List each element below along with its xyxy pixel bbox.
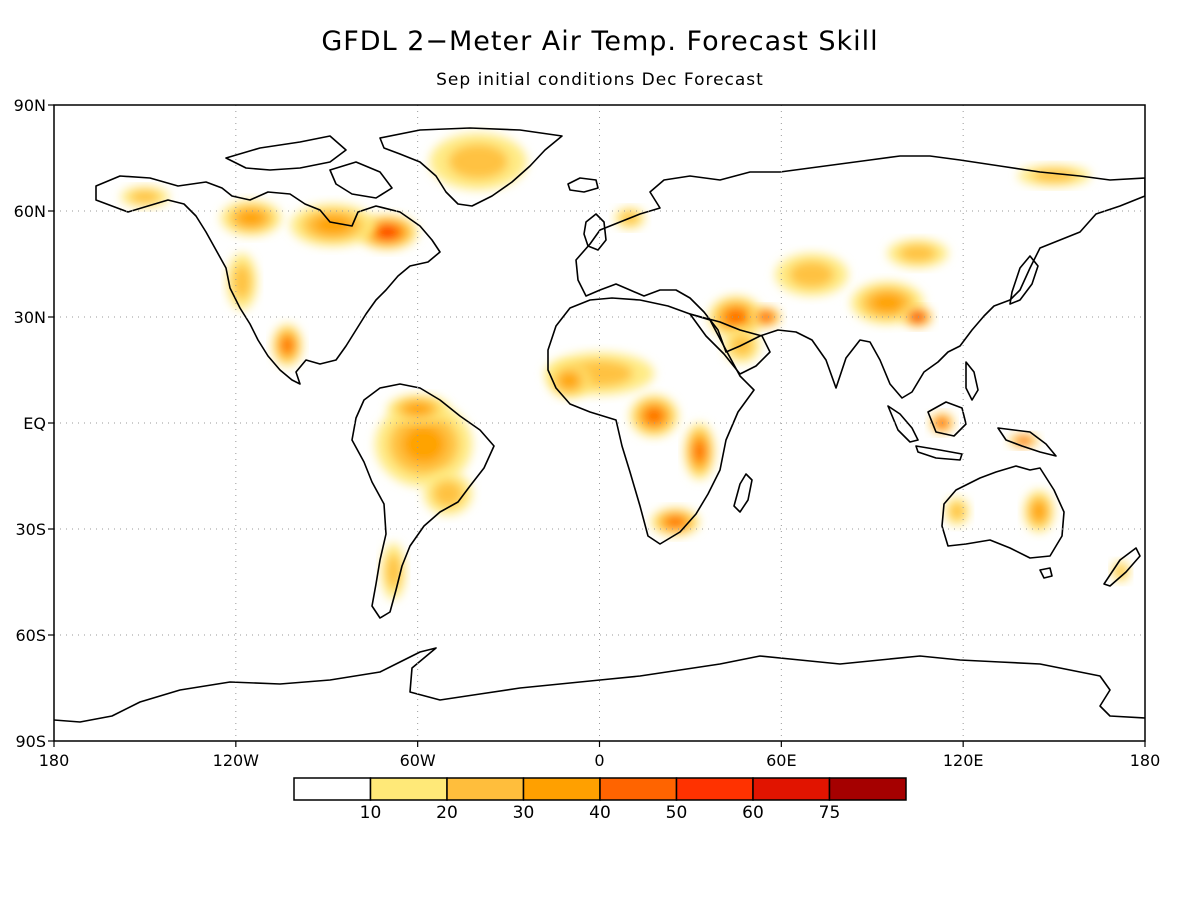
skill-region-amazon (375, 401, 473, 487)
colorbar-label: 60 (742, 803, 764, 823)
coastline-africa (547, 297, 755, 545)
skill-region-iran (751, 306, 782, 328)
coastline-sumatra (887, 405, 919, 443)
colorbar-swatch (522, 777, 601, 801)
coastline-borneo (927, 401, 967, 437)
coastline-new-guinea (997, 427, 1057, 457)
colorbar-swatch (446, 777, 525, 801)
coastline-philippines (965, 361, 979, 401)
coastlines (54, 127, 1145, 723)
skill-region-mexico (272, 324, 303, 367)
lon-tick-label: 180 (39, 751, 70, 770)
skill-region-western-canada (220, 200, 282, 236)
coastline-java (915, 445, 963, 461)
lat-tick-label: 30S (15, 520, 46, 539)
coastline-great-britain (583, 213, 607, 251)
skill-region-tibet-west-china (851, 281, 924, 325)
coastline-new-zealand (1103, 547, 1141, 587)
colorbar-label: 50 (666, 803, 688, 823)
lat-tick-label: 60S (15, 626, 46, 645)
skill-region-greenland (429, 133, 527, 190)
colorbar-swatch (599, 777, 678, 801)
coastline-baffin-island (329, 161, 393, 199)
colorbar-swatch (828, 777, 907, 801)
skill-region-west-africa (547, 362, 591, 399)
coastline-eurasia (575, 155, 1145, 399)
lon-tick-label: 60E (766, 751, 796, 770)
graticule (54, 105, 1145, 741)
coastline-south-america (351, 383, 495, 619)
coastline-arabian-peninsula (689, 313, 771, 375)
colorbar-label: 75 (819, 803, 841, 823)
colorbar-label: 10 (360, 803, 382, 823)
skill-region-borneo (929, 412, 955, 434)
skill-region-northern-south-america (387, 394, 448, 423)
skill-region-mongolia (887, 239, 949, 268)
skill-region-east-africa (684, 423, 715, 480)
lat-tick-label: 60N (14, 202, 46, 221)
skill-region-patagonia (381, 543, 406, 600)
lon-tick-label: 120E (943, 751, 984, 770)
map-subtitle: Sep initial conditions Dec Forecast (436, 70, 764, 90)
skill-region-southern-brazil (423, 472, 473, 515)
skill-region-central-africa (629, 394, 679, 438)
lon-tick-label: 0 (594, 751, 604, 770)
coastline-north-america (95, 175, 441, 385)
skill-region-middle-east (708, 295, 764, 339)
colorbar-label: 40 (589, 803, 611, 823)
coastline-iceland (567, 177, 599, 193)
skill-region-east-australia (1023, 490, 1055, 533)
coastline-tasmania (1039, 567, 1053, 579)
colorbar-swatch (293, 777, 372, 801)
skill-region-south-china (902, 306, 933, 328)
skill-shading-layer (120, 133, 1130, 600)
lat-tick-label: EQ (23, 414, 46, 433)
map-title: GFDL 2−Meter Air Temp. Forecast Skill (321, 26, 879, 57)
colorbar-swatch (675, 777, 754, 801)
coastline-antarctica (54, 647, 1145, 723)
coastline-madagascar (733, 473, 753, 513)
lon-tick-label: 60W (400, 751, 436, 770)
skill-region-southern-africa (651, 507, 700, 537)
colorbar: 10 20 30 40 50 60 75 (293, 777, 907, 823)
skill-region-western-us (226, 253, 258, 310)
lon-tick-label: 180 (1130, 751, 1161, 770)
coastline-australia (941, 465, 1065, 559)
coastline-japan (1009, 255, 1039, 305)
skill-region-west-australia (944, 497, 970, 526)
colorbar-swatch (369, 777, 448, 801)
skill-region-alaska (120, 186, 170, 208)
lat-tick-label: 90N (14, 96, 46, 115)
lon-tick-label: 120W (213, 751, 260, 770)
lat-tick-label: 90S (15, 732, 46, 751)
skill-region-central-asia (775, 253, 849, 296)
coastline-arctic-islands (225, 135, 347, 171)
colorbar-label: 20 (436, 803, 458, 823)
colorbar-swatch (752, 777, 831, 801)
lat-tick-label: 30N (14, 308, 46, 327)
skill-region-hudson-bay-region (290, 203, 376, 247)
colorbar-label: 30 (513, 803, 535, 823)
coastline-greenland (379, 127, 563, 207)
